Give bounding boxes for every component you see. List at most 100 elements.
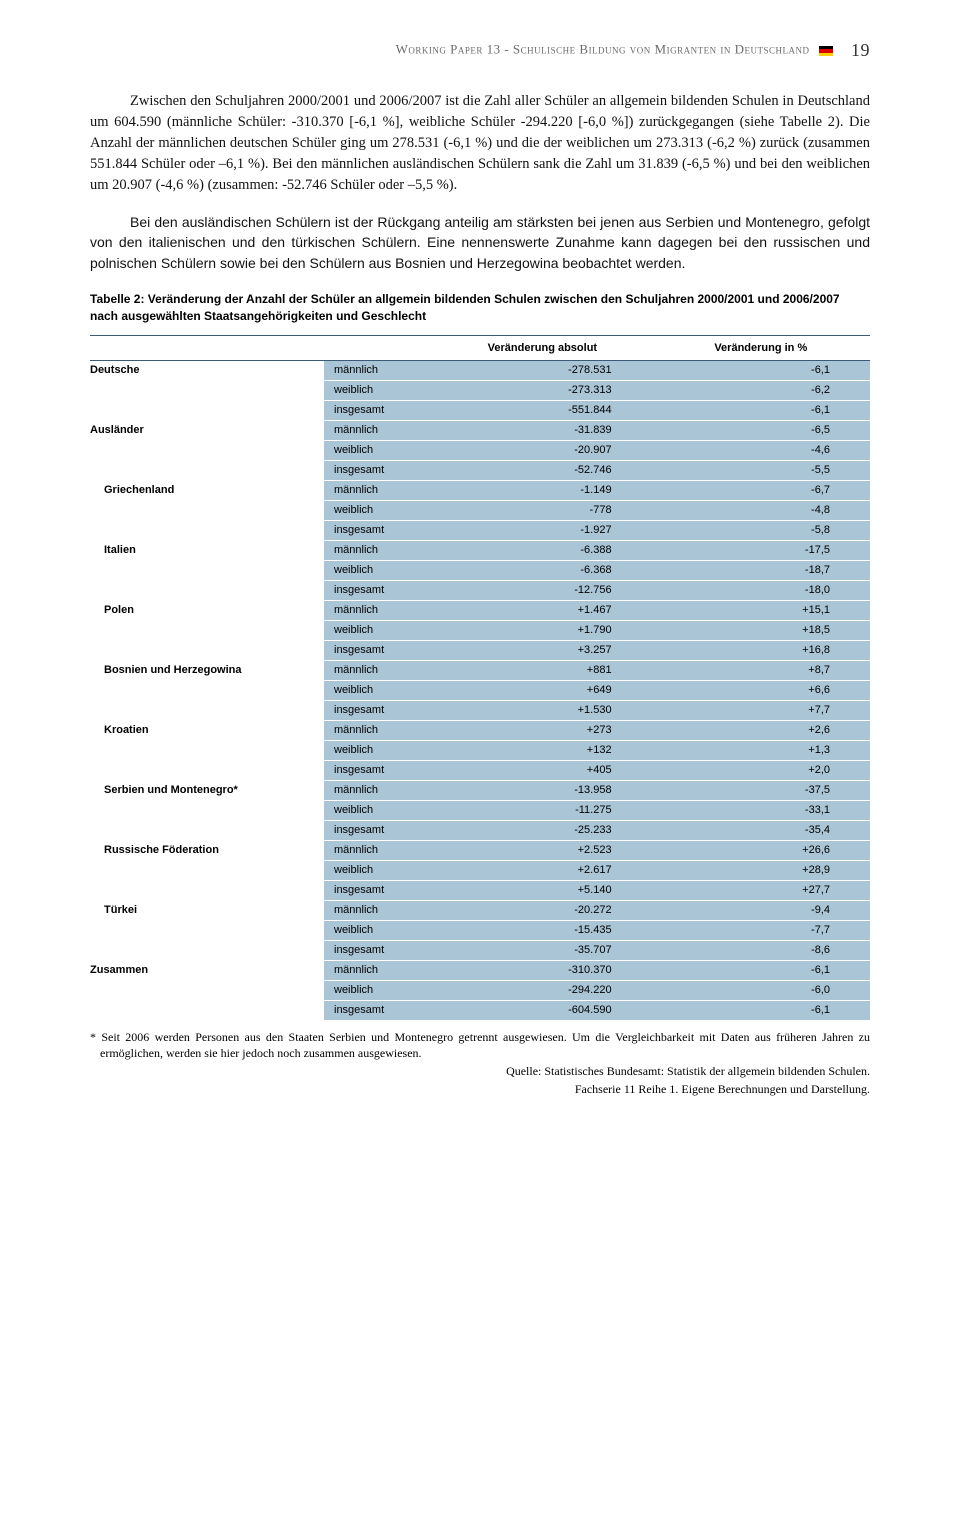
gender-cell: weiblich bbox=[324, 980, 433, 1000]
absolute-cell: -294.220 bbox=[433, 980, 651, 1000]
absolute-cell: -778 bbox=[433, 500, 651, 520]
country-cell: Italien bbox=[90, 540, 324, 560]
percent-cell: -6,0 bbox=[652, 980, 870, 1000]
country-cell: Bosnien und Herzegowina bbox=[90, 660, 324, 680]
absolute-cell: +1.530 bbox=[433, 700, 651, 720]
country-cell bbox=[90, 440, 324, 460]
gender-cell: weiblich bbox=[324, 620, 433, 640]
percent-cell: +7,7 bbox=[652, 700, 870, 720]
percent-cell: -6,1 bbox=[652, 960, 870, 980]
percent-cell: +28,9 bbox=[652, 860, 870, 880]
table-row: Bosnien und Herzegowinamännlich+881+8,7 bbox=[90, 660, 870, 680]
country-cell: Polen bbox=[90, 600, 324, 620]
country-cell bbox=[90, 820, 324, 840]
percent-cell: -6,2 bbox=[652, 380, 870, 400]
percent-cell: -6,1 bbox=[652, 1000, 870, 1020]
percent-cell: +16,8 bbox=[652, 640, 870, 660]
table-row: insgesamt-604.590-6,1 bbox=[90, 1000, 870, 1020]
absolute-cell: -20.907 bbox=[433, 440, 651, 460]
percent-cell: +8,7 bbox=[652, 660, 870, 680]
table-row: weiblich+1.790+18,5 bbox=[90, 620, 870, 640]
gender-cell: weiblich bbox=[324, 920, 433, 940]
percent-cell: -9,4 bbox=[652, 900, 870, 920]
percent-cell: -8,6 bbox=[652, 940, 870, 960]
gender-cell: männlich bbox=[324, 480, 433, 500]
table-row: insgesamt+5.140+27,7 bbox=[90, 880, 870, 900]
table-header-row: Veränderung absolut Veränderung in % bbox=[90, 335, 870, 360]
percent-cell: +27,7 bbox=[652, 880, 870, 900]
absolute-cell: -278.531 bbox=[433, 360, 651, 380]
absolute-cell: -15.435 bbox=[433, 920, 651, 940]
table-row: Kroatienmännlich+273+2,6 bbox=[90, 720, 870, 740]
table-row: insgesamt-1.927-5,8 bbox=[90, 520, 870, 540]
gender-cell: weiblich bbox=[324, 440, 433, 460]
percent-cell: -7,7 bbox=[652, 920, 870, 940]
source-line-2: Fachserie 11 Reihe 1. Eigene Berechnunge… bbox=[90, 1081, 870, 1097]
country-cell: Zusammen bbox=[90, 960, 324, 980]
absolute-cell: -1.149 bbox=[433, 480, 651, 500]
gender-cell: männlich bbox=[324, 360, 433, 380]
percent-cell: -35,4 bbox=[652, 820, 870, 840]
gender-cell: insgesamt bbox=[324, 580, 433, 600]
percent-cell: +2,6 bbox=[652, 720, 870, 740]
absolute-cell: +273 bbox=[433, 720, 651, 740]
absolute-cell: -604.590 bbox=[433, 1000, 651, 1020]
percent-cell: -6,5 bbox=[652, 420, 870, 440]
country-cell bbox=[90, 800, 324, 820]
percent-cell: -6,7 bbox=[652, 480, 870, 500]
gender-cell: männlich bbox=[324, 720, 433, 740]
percent-cell: -4,8 bbox=[652, 500, 870, 520]
country-cell: Türkei bbox=[90, 900, 324, 920]
table-row: Russische Föderationmännlich+2.523+26,6 bbox=[90, 840, 870, 860]
table-row: insgesamt-551.844-6,1 bbox=[90, 400, 870, 420]
absolute-cell: -1.927 bbox=[433, 520, 651, 540]
percent-cell: -18,0 bbox=[652, 580, 870, 600]
absolute-cell: +132 bbox=[433, 740, 651, 760]
table-row: weiblich-6.368-18,7 bbox=[90, 560, 870, 580]
absolute-cell: -13.958 bbox=[433, 780, 651, 800]
table-row: weiblich+132+1,3 bbox=[90, 740, 870, 760]
table-row: insgesamt-25.233-35,4 bbox=[90, 820, 870, 840]
country-cell bbox=[90, 380, 324, 400]
country-cell bbox=[90, 920, 324, 940]
percent-cell: +1,3 bbox=[652, 740, 870, 760]
gender-cell: weiblich bbox=[324, 860, 433, 880]
gender-cell: männlich bbox=[324, 600, 433, 620]
absolute-cell: +3.257 bbox=[433, 640, 651, 660]
header-abs: Veränderung absolut bbox=[433, 335, 651, 360]
table-row: Zusammenmännlich-310.370-6,1 bbox=[90, 960, 870, 980]
gender-cell: insgesamt bbox=[324, 940, 433, 960]
header-pct: Veränderung in % bbox=[652, 335, 870, 360]
absolute-cell: -6.388 bbox=[433, 540, 651, 560]
percent-cell: -6,1 bbox=[652, 400, 870, 420]
absolute-cell: -35.707 bbox=[433, 940, 651, 960]
country-cell bbox=[90, 880, 324, 900]
gender-cell: insgesamt bbox=[324, 1000, 433, 1020]
gender-cell: insgesamt bbox=[324, 460, 433, 480]
percent-cell: -17,5 bbox=[652, 540, 870, 560]
gender-cell: weiblich bbox=[324, 560, 433, 580]
country-cell bbox=[90, 460, 324, 480]
gender-cell: männlich bbox=[324, 840, 433, 860]
percent-cell: -5,5 bbox=[652, 460, 870, 480]
country-cell: Griechenland bbox=[90, 480, 324, 500]
gender-cell: männlich bbox=[324, 420, 433, 440]
table-row: insgesamt-12.756-18,0 bbox=[90, 580, 870, 600]
table-row: Deutschemännlich-278.531-6,1 bbox=[90, 360, 870, 380]
percent-cell: +26,6 bbox=[652, 840, 870, 860]
absolute-cell: +2.523 bbox=[433, 840, 651, 860]
table-row: insgesamt-35.707-8,6 bbox=[90, 940, 870, 960]
percent-cell: +2,0 bbox=[652, 760, 870, 780]
country-cell bbox=[90, 740, 324, 760]
absolute-cell: -12.756 bbox=[433, 580, 651, 600]
table-row: weiblich+649+6,6 bbox=[90, 680, 870, 700]
country-cell bbox=[90, 980, 324, 1000]
gender-cell: weiblich bbox=[324, 800, 433, 820]
percent-cell: -4,6 bbox=[652, 440, 870, 460]
country-cell bbox=[90, 520, 324, 540]
page-number: 19 bbox=[851, 40, 870, 60]
absolute-cell: +5.140 bbox=[433, 880, 651, 900]
percent-cell: +18,5 bbox=[652, 620, 870, 640]
country-cell bbox=[90, 1000, 324, 1020]
percent-cell: +6,6 bbox=[652, 680, 870, 700]
